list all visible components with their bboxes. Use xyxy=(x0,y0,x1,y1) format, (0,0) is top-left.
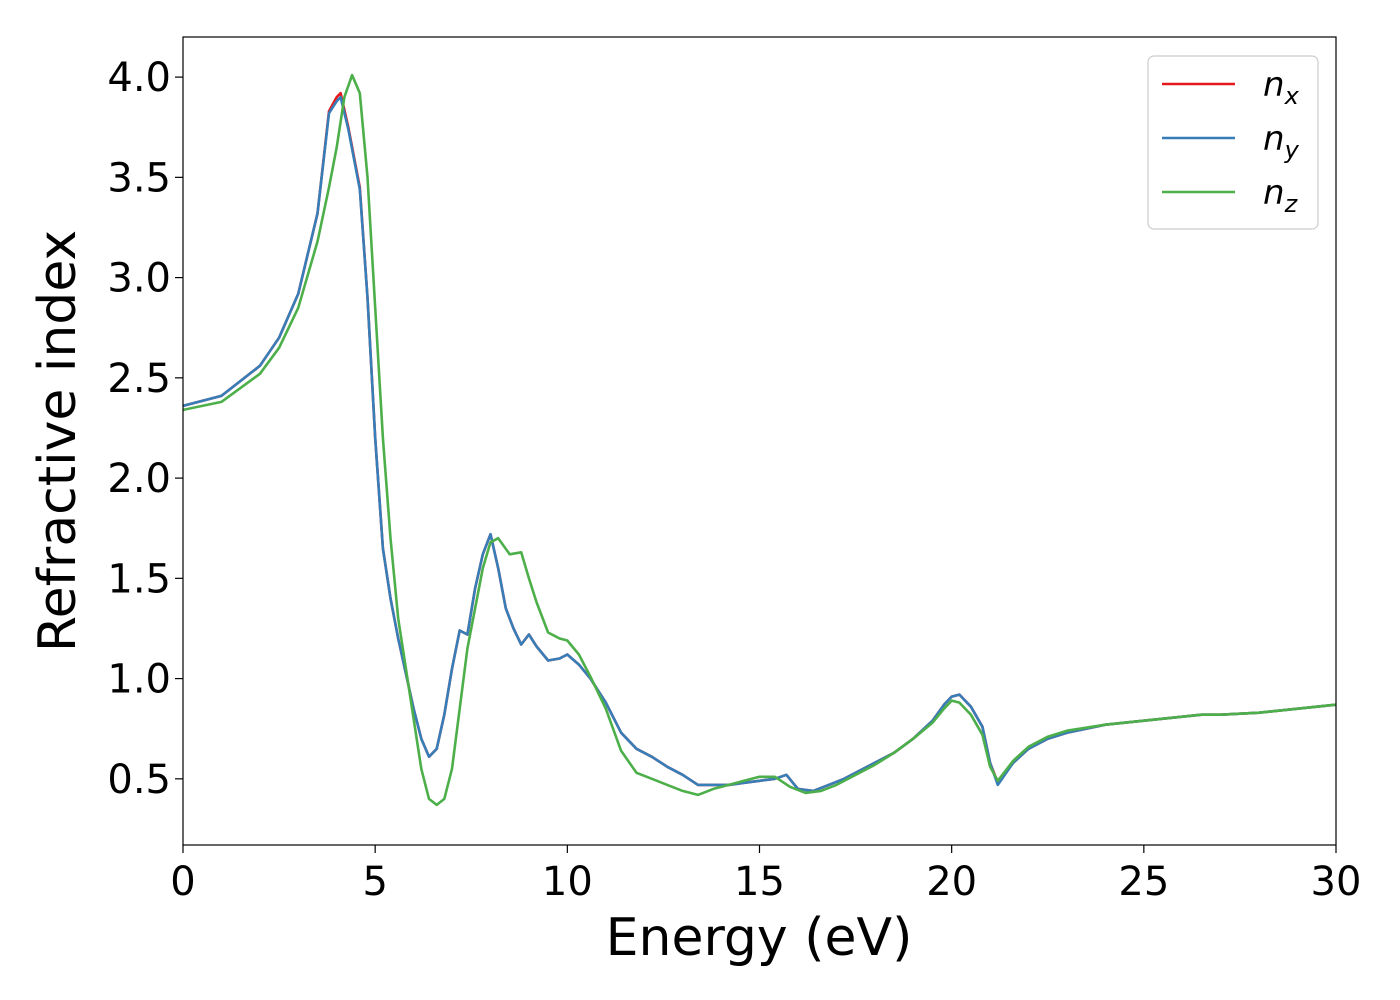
x-tick-label: 25 xyxy=(1118,859,1169,905)
y-tick-label: 1.5 xyxy=(107,556,171,602)
y-tick-label: 2.0 xyxy=(107,456,171,502)
x-tick-label: 10 xyxy=(542,859,593,905)
y-tick-label: 4.0 xyxy=(107,55,171,101)
y-axis: 0.5 1.0 1.5 2.0 2.5 3.0 3.5 4.0 xyxy=(107,55,183,803)
legend-box xyxy=(1147,55,1319,230)
y-tick-label: 0.5 xyxy=(107,757,171,803)
x-axis: 0 5 10 15 20 25 30 xyxy=(170,845,1361,905)
y-axis-label: Refractive index xyxy=(28,230,88,652)
y-tick-label: 3.0 xyxy=(107,256,171,302)
series-layer xyxy=(183,73,1336,807)
x-tick-label: 5 xyxy=(362,859,387,905)
x-axis-label: Energy (eV) xyxy=(606,908,913,968)
x-tick-label: 20 xyxy=(926,859,977,905)
series-line-z xyxy=(183,73,1336,807)
x-tick-label: 30 xyxy=(1311,859,1362,905)
x-tick-label: 0 xyxy=(170,859,195,905)
x-tick-label: 15 xyxy=(734,859,785,905)
y-tick-label: 3.5 xyxy=(107,155,171,201)
y-tick-label: 2.5 xyxy=(107,356,171,402)
y-tick-label: 1.0 xyxy=(107,657,171,703)
